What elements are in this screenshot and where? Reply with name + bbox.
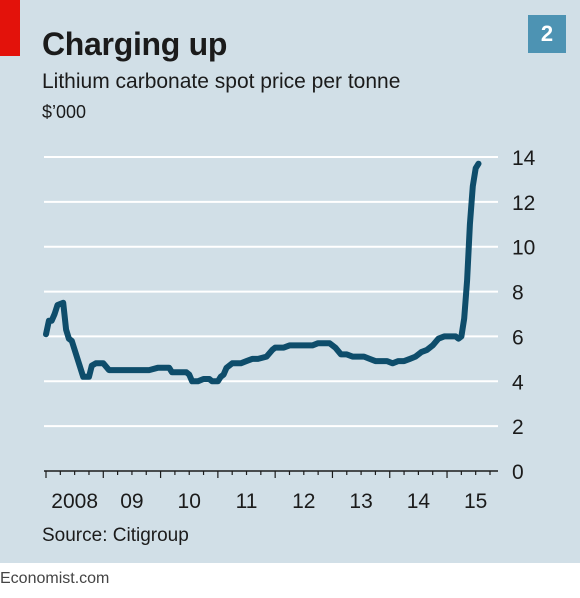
x-tick-label: 2008 — [51, 490, 98, 513]
x-axis: 2008 09 10 11 12 13 14 15 — [44, 470, 498, 513]
x-tick-label: 13 — [349, 490, 372, 513]
x-tick-label: 12 — [292, 490, 315, 513]
data-series — [43, 160, 482, 385]
y-tick-label: 12 — [512, 192, 535, 215]
x-tick-label: 14 — [407, 490, 431, 513]
chart-panel — [0, 0, 580, 563]
publisher-footer: Economist.com — [0, 570, 110, 587]
chart-number-badge: 2 — [528, 15, 566, 53]
y-tick-label: 14 — [512, 147, 536, 170]
chart-title: Charging up — [42, 26, 228, 62]
x-tick-label: 11 — [236, 490, 258, 513]
price-series-line — [43, 160, 482, 385]
y-tick-label: 10 — [512, 237, 535, 260]
y-tick-label: 4 — [512, 371, 524, 394]
y-tick-label: 0 — [512, 461, 524, 484]
y-tick-label: 6 — [512, 326, 524, 349]
y-tick-label: 8 — [512, 282, 524, 305]
y-axis-unit-label: $’000 — [42, 102, 87, 122]
x-tick-label: 10 — [178, 490, 201, 513]
y-axis-tick-labels: 0 2 4 6 8 10 12 14 — [512, 147, 536, 484]
line-chart: 0 2 4 6 8 10 12 14 2008 09 10 11 12 13 14 15 — [43, 147, 536, 513]
brand-red-tab — [0, 0, 20, 56]
x-tick-label: 15 — [464, 490, 487, 513]
y-tick-label: 2 — [512, 416, 524, 439]
gridlines — [44, 156, 498, 428]
chart-subtitle: Lithium carbonate spot price per tonne — [42, 70, 401, 93]
source-note: Source: Citigroup — [42, 525, 189, 546]
x-tick-label: 09 — [120, 490, 143, 513]
